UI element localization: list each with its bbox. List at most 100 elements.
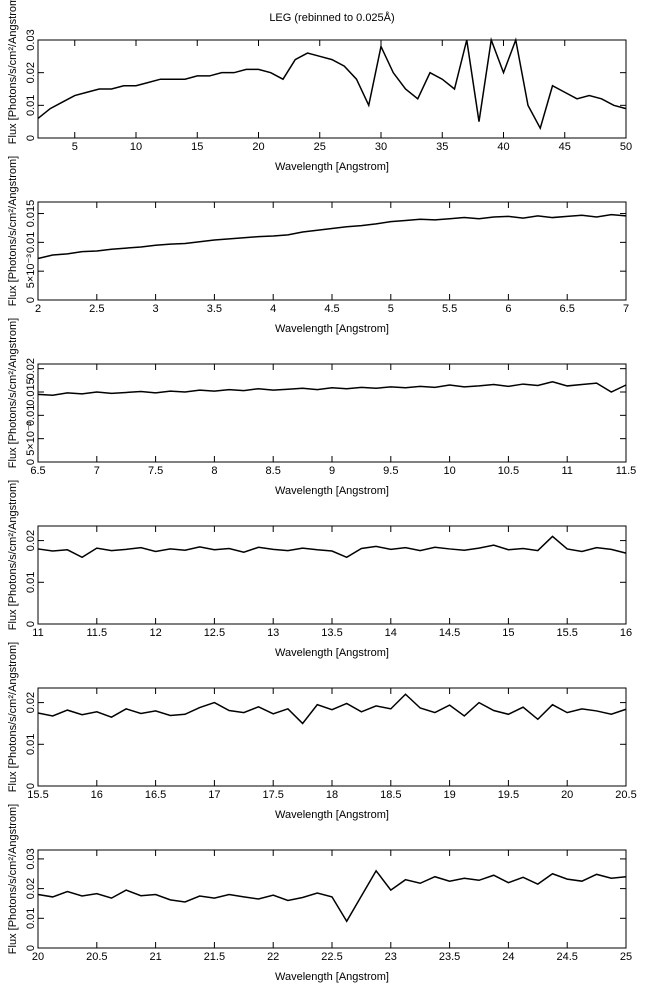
- plot-frame: [37, 363, 627, 463]
- y-tick-label: 0: [25, 621, 37, 627]
- x-tick-label: 20: [32, 951, 44, 963]
- spectrum-line: [37, 380, 627, 397]
- x-tick-label: 12.5: [204, 627, 225, 639]
- x-tick-label: 15: [502, 627, 514, 639]
- y-tick-label: 0: [25, 945, 37, 951]
- spectrum-line: [37, 37, 627, 131]
- spectrum-line: [37, 869, 627, 923]
- x-tick-label: 2.5: [89, 303, 104, 315]
- x-tick-label: 23: [385, 951, 397, 963]
- x-tick-label: 2: [35, 303, 41, 315]
- x-tick-label: 13.5: [321, 627, 342, 639]
- y-tick-label: 0: [25, 783, 37, 789]
- x-axis-label: Wavelength [Angstrom]: [275, 647, 389, 659]
- x-tick-label: 11: [32, 627, 43, 639]
- spectrum-line: [37, 693, 627, 725]
- x-tick-label: 21: [149, 951, 161, 963]
- chart-title: LEG (rebinned to 0.025Å): [269, 11, 394, 24]
- y-axis-label: Flux [Photons/s/cm²/Angstrom]: [7, 804, 19, 954]
- x-tick-label: 5: [72, 141, 78, 153]
- x-tick-label: 21.5: [204, 951, 225, 963]
- y-tick-label: 0.01: [25, 908, 37, 929]
- y-tick-label: 0.03: [25, 29, 37, 50]
- x-tick-label: 4: [270, 303, 276, 315]
- x-tick-label: 24: [502, 951, 514, 963]
- x-tick-label: 45: [559, 141, 571, 153]
- x-tick-label: 9.5: [383, 465, 398, 477]
- x-tick-label: 8.5: [266, 465, 281, 477]
- x-tick-label: 17: [208, 789, 220, 801]
- y-tick-label: 0.01: [25, 572, 37, 593]
- x-tick-label: 11: [561, 465, 572, 477]
- y-axis-label: Flux [Photons/s/cm²/Angstrom]: [7, 642, 19, 792]
- spectrum-line: [37, 213, 627, 260]
- y-tick-label: 0.02: [25, 530, 37, 551]
- x-tick-label: 5.5: [442, 303, 457, 315]
- x-tick-label: 17.5: [262, 789, 283, 801]
- x-tick-label: 8: [211, 465, 217, 477]
- x-tick-label: 50: [620, 141, 632, 153]
- x-tick-label: 15: [191, 141, 203, 153]
- y-tick-label: 0.01: [25, 95, 37, 116]
- x-tick-label: 24.5: [556, 951, 577, 963]
- x-tick-label: 3: [153, 303, 159, 315]
- y-axis-label: Flux [Photons/s/cm²/Angstrom]: [7, 156, 19, 306]
- x-axis-label: Wavelength [Angstrom]: [275, 809, 389, 821]
- x-tick-label: 7: [94, 465, 100, 477]
- x-tick-label: 6.5: [30, 465, 45, 477]
- x-axis-label: Wavelength [Angstrom]: [275, 323, 389, 335]
- x-tick-label: 15.5: [556, 627, 577, 639]
- x-tick-label: 10: [443, 465, 455, 477]
- spectrum-line: [37, 535, 627, 559]
- x-tick-label: 11.5: [616, 465, 637, 477]
- x-tick-label: 20: [561, 789, 573, 801]
- x-axis-label: Wavelength [Angstrom]: [275, 161, 389, 173]
- y-tick-label: 5×10⁻³: [25, 421, 37, 456]
- x-tick-label: 7.5: [148, 465, 163, 477]
- y-tick-label: 0: [25, 135, 37, 141]
- x-tick-label: 35: [436, 141, 448, 153]
- x-tick-label: 19: [443, 789, 455, 801]
- y-tick-label: 0: [25, 459, 37, 465]
- plot-frame: [37, 201, 627, 301]
- x-tick-label: 18.5: [380, 789, 401, 801]
- y-tick-label: 0.01: [25, 232, 37, 253]
- y-axis-label: Flux [Photons/s/cm²/Angstrom]: [7, 318, 19, 468]
- x-tick-label: 14: [385, 627, 397, 639]
- y-tick-label: 0.015: [25, 200, 37, 228]
- x-tick-label: 22: [267, 951, 279, 963]
- x-tick-label: 7: [623, 303, 629, 315]
- x-tick-label: 18: [326, 789, 338, 801]
- x-tick-label: 12: [149, 627, 161, 639]
- y-tick-label: 0.02: [25, 62, 37, 83]
- y-tick-label: 0: [25, 297, 37, 303]
- y-tick-label: 0.015: [25, 378, 37, 406]
- x-tick-label: 40: [497, 141, 509, 153]
- x-tick-label: 19.5: [498, 789, 519, 801]
- x-tick-label: 25: [620, 951, 632, 963]
- y-tick-label: 0.01: [25, 734, 37, 755]
- x-tick-label: 6.5: [560, 303, 575, 315]
- x-tick-label: 20.5: [86, 951, 107, 963]
- x-tick-label: 20.5: [615, 789, 636, 801]
- x-tick-label: 25: [314, 141, 326, 153]
- plot-frame: [37, 687, 627, 787]
- x-tick-label: 6: [505, 303, 511, 315]
- x-tick-label: 16.5: [145, 789, 166, 801]
- x-tick-label: 9: [329, 465, 335, 477]
- plot-frame: [37, 525, 627, 625]
- x-tick-label: 15.5: [27, 789, 48, 801]
- y-tick-label: 0.01: [25, 405, 37, 426]
- x-tick-label: 10.5: [498, 465, 519, 477]
- y-tick-label: 0.03: [25, 848, 37, 869]
- x-tick-label: 22.5: [321, 951, 342, 963]
- x-tick-label: 30: [375, 141, 387, 153]
- x-tick-label: 13: [267, 627, 279, 639]
- x-tick-label: 5: [388, 303, 394, 315]
- y-tick-label: 0.02: [25, 878, 37, 899]
- x-tick-label: 10: [130, 141, 142, 153]
- x-axis-label: Wavelength [Angstrom]: [275, 485, 389, 497]
- x-tick-label: 3.5: [207, 303, 222, 315]
